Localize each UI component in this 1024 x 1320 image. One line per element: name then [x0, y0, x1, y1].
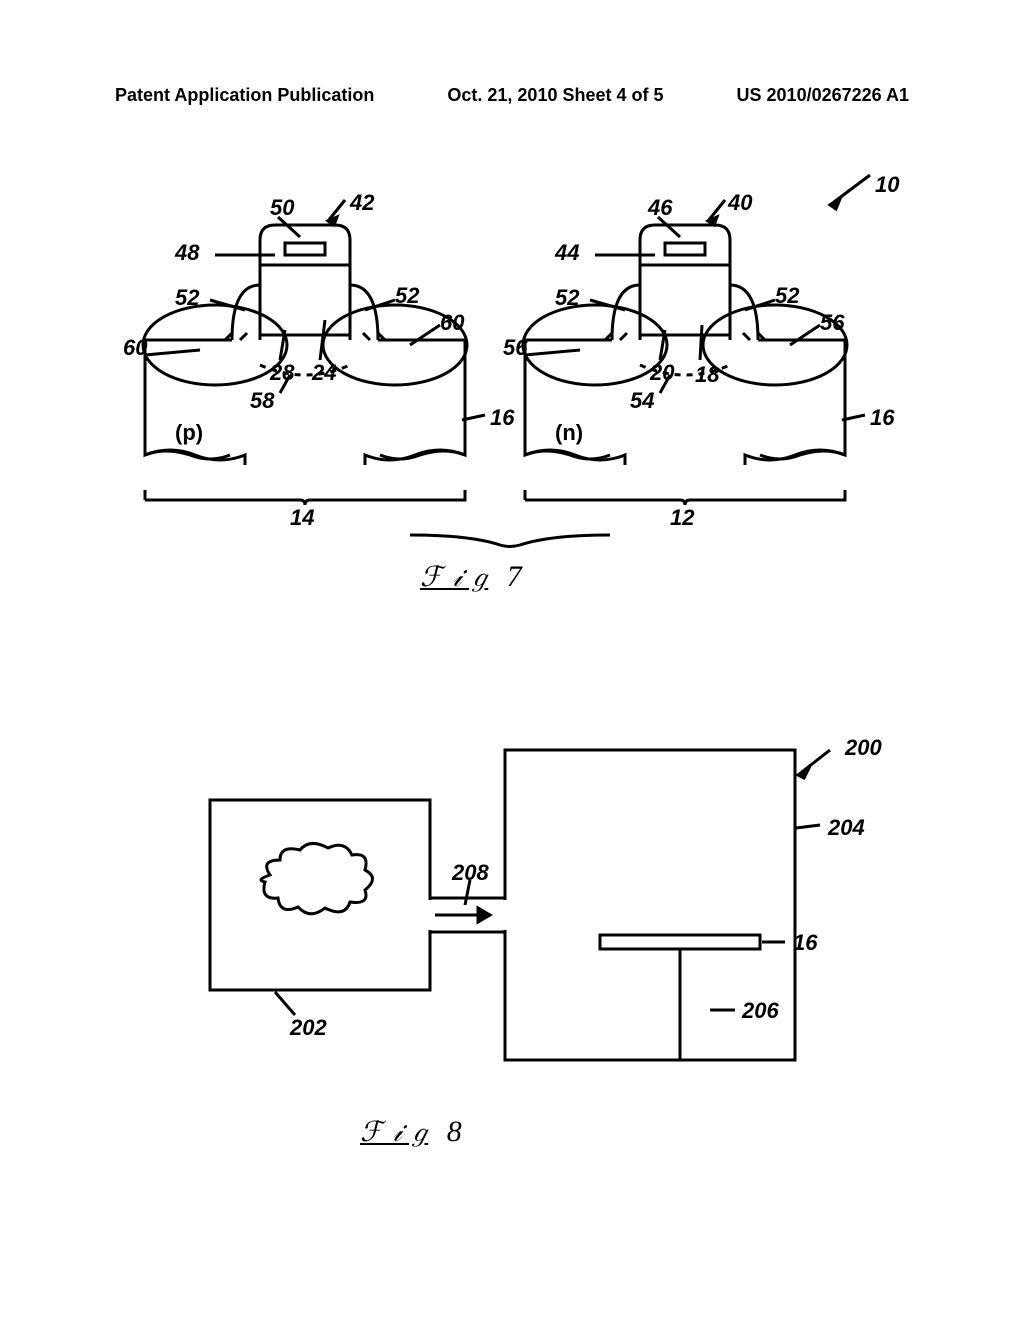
label-16-r: 16 [870, 405, 894, 431]
header-right: US 2010/0267226 A1 [737, 85, 909, 106]
figure-8 [180, 720, 860, 1100]
label-60-r: 60 [440, 310, 464, 336]
label-48: 48 [175, 240, 199, 266]
label-28: 28 [270, 360, 294, 386]
label-12: 12 [670, 505, 694, 531]
header-center: Oct. 21, 2010 Sheet 4 of 5 [447, 85, 663, 106]
label-208: 208 [452, 860, 489, 886]
label-52-r2: 52 [775, 283, 799, 309]
label-18: 18 [695, 362, 719, 388]
label-200: 200 [845, 735, 882, 761]
label-52-l1: 52 [175, 285, 199, 311]
figure-7-caption: ℱ 𝒾 𝑔 7 [420, 560, 522, 594]
label-52-r1: 52 [555, 285, 579, 311]
label-56-r: 56 [820, 310, 844, 336]
label-40: 40 [728, 190, 752, 216]
label-14: 14 [290, 505, 314, 531]
label-54: 54 [630, 388, 654, 414]
label-p: (p) [175, 420, 203, 446]
label-n: (n) [555, 420, 583, 446]
figure-8-caption-num: 8 [447, 1115, 462, 1148]
label-46: 46 [648, 195, 672, 221]
figure-7-caption-num: 7 [507, 560, 522, 593]
label-24: 24 [312, 360, 336, 386]
label-50: 50 [270, 195, 294, 221]
label-42: 42 [350, 190, 374, 216]
label-16-f8: 16 [793, 930, 817, 956]
label-56-l: 56 [503, 335, 527, 361]
label-60-l: 60 [123, 335, 147, 361]
label-16-l: 16 [490, 405, 514, 431]
label-204: 204 [828, 815, 865, 841]
figure-8-caption: ℱ 𝒾 𝑔 8 [360, 1115, 462, 1149]
figure-7-caption-prefix: ℱ 𝒾 𝑔 [420, 562, 488, 593]
label-206: 206 [742, 998, 779, 1024]
label-20: 20 [650, 360, 674, 386]
label-202: 202 [290, 1015, 327, 1041]
figure-8-caption-prefix: ℱ 𝒾 𝑔 [360, 1117, 428, 1148]
page-header: Patent Application Publication Oct. 21, … [0, 85, 1024, 106]
label-52-l2: 52 [395, 283, 419, 309]
label-44: 44 [555, 240, 579, 266]
label-10: 10 [875, 172, 899, 198]
label-58: 58 [250, 388, 274, 414]
figure-7 [110, 165, 920, 585]
header-left: Patent Application Publication [115, 85, 374, 106]
